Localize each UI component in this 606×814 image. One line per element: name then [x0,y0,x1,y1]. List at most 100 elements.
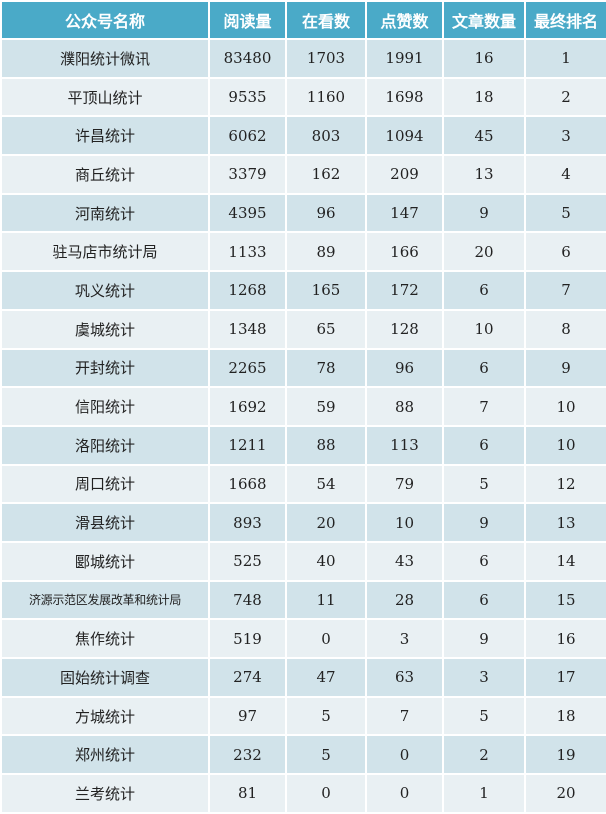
likes-cell: 3 [365,618,444,659]
rank-cell: 5 [524,192,606,234]
reads-cell: 232 [208,734,287,776]
article-count-cell: 7 [442,386,526,427]
watching-cell: 803 [285,115,367,157]
table-row: 虞城统计 1348 65 128 10 8 [0,308,606,350]
reads-cell: 2265 [208,347,287,389]
rank-cell: 10 [524,424,606,466]
reads-cell: 3379 [208,154,287,195]
reads-cell: 6062 [208,115,287,157]
account-name-cell: 许昌统计 [0,115,210,157]
likes-cell: 113 [365,424,444,466]
table-row: 濮阳统计微讯 83480 1703 1991 16 1 [0,38,606,79]
table-row: 郑州统计 232 5 0 2 19 [0,734,606,776]
article-count-cell: 3 [442,657,526,698]
watching-cell: 5 [285,695,367,737]
table-row: 平顶山统计 9535 1160 1698 18 2 [0,76,606,118]
header-likes: 点赞数 [365,0,444,40]
table-row: 周口统计 1668 54 79 5 12 [0,463,606,505]
rank-cell: 8 [524,308,606,350]
reads-cell: 1133 [208,231,287,273]
reads-cell: 9535 [208,76,287,118]
account-name-cell: 河南统计 [0,192,210,234]
watching-cell: 59 [285,386,367,427]
table-row: 商丘统计 3379 162 209 13 4 [0,154,606,195]
likes-cell: 43 [365,540,444,582]
table-row: 巩义统计 1268 165 172 6 7 [0,270,606,311]
account-name-cell: 滑县统计 [0,502,210,543]
likes-cell: 1991 [365,38,444,79]
rank-cell: 9 [524,347,606,389]
watching-cell: 40 [285,540,367,582]
article-count-cell: 5 [442,695,526,737]
table-row: 郾城统计 525 40 43 6 14 [0,540,606,582]
article-count-cell: 6 [442,424,526,466]
header-reads: 阅读量 [208,0,287,40]
article-count-cell: 6 [442,540,526,582]
account-name-cell: 驻马店市统计局 [0,231,210,273]
watching-cell: 78 [285,347,367,389]
watching-cell: 96 [285,192,367,234]
watching-cell: 54 [285,463,367,505]
likes-cell: 128 [365,308,444,350]
likes-cell: 147 [365,192,444,234]
table-row: 焦作统计 519 0 3 9 16 [0,618,606,659]
likes-cell: 10 [365,502,444,543]
reads-cell: 83480 [208,38,287,79]
reads-cell: 893 [208,502,287,543]
table-row: 许昌统计 6062 803 1094 45 3 [0,115,606,157]
account-name-cell: 固始统计调查 [0,657,210,698]
article-count-cell: 10 [442,308,526,350]
reads-cell: 519 [208,618,287,659]
likes-cell: 63 [365,657,444,698]
rank-cell: 6 [524,231,606,273]
account-name-cell: 商丘统计 [0,154,210,195]
table-row: 方城统计 97 5 7 5 18 [0,695,606,737]
watching-cell: 88 [285,424,367,466]
watching-cell: 47 [285,657,367,698]
account-name-cell: 兰考统计 [0,773,210,814]
header-final-rank: 最终排名 [524,0,606,40]
article-count-cell: 18 [442,76,526,118]
rank-cell: 15 [524,579,606,621]
reads-cell: 1692 [208,386,287,427]
table-row: 兰考统计 81 0 0 1 20 [0,773,606,814]
article-count-cell: 6 [442,579,526,621]
reads-cell: 97 [208,695,287,737]
account-name-cell: 巩义统计 [0,270,210,311]
rank-cell: 14 [524,540,606,582]
rank-cell: 13 [524,502,606,543]
watching-cell: 162 [285,154,367,195]
account-name-cell: 虞城统计 [0,308,210,350]
likes-cell: 166 [365,231,444,273]
reads-cell: 81 [208,773,287,814]
table-row: 驻马店市统计局 1133 89 166 20 6 [0,231,606,273]
reads-cell: 525 [208,540,287,582]
article-count-cell: 13 [442,154,526,195]
rank-cell: 10 [524,386,606,427]
account-name-cell: 洛阳统计 [0,424,210,466]
rank-cell: 12 [524,463,606,505]
reads-cell: 1348 [208,308,287,350]
likes-cell: 1094 [365,115,444,157]
article-count-cell: 16 [442,38,526,79]
account-name-cell: 郑州统计 [0,734,210,776]
rank-cell: 3 [524,115,606,157]
account-name-cell: 郾城统计 [0,540,210,582]
article-count-cell: 45 [442,115,526,157]
likes-cell: 28 [365,579,444,621]
table-row: 河南统计 4395 96 147 9 5 [0,192,606,234]
article-count-cell: 20 [442,231,526,273]
reads-cell: 274 [208,657,287,698]
likes-cell: 0 [365,773,444,814]
rank-cell: 1 [524,38,606,79]
article-count-cell: 9 [442,192,526,234]
likes-cell: 1698 [365,76,444,118]
watching-cell: 0 [285,618,367,659]
watching-cell: 165 [285,270,367,311]
likes-cell: 0 [365,734,444,776]
article-count-cell: 6 [442,270,526,311]
table-row: 滑县统计 893 20 10 9 13 [0,502,606,543]
article-count-cell: 6 [442,347,526,389]
rank-cell: 18 [524,695,606,737]
